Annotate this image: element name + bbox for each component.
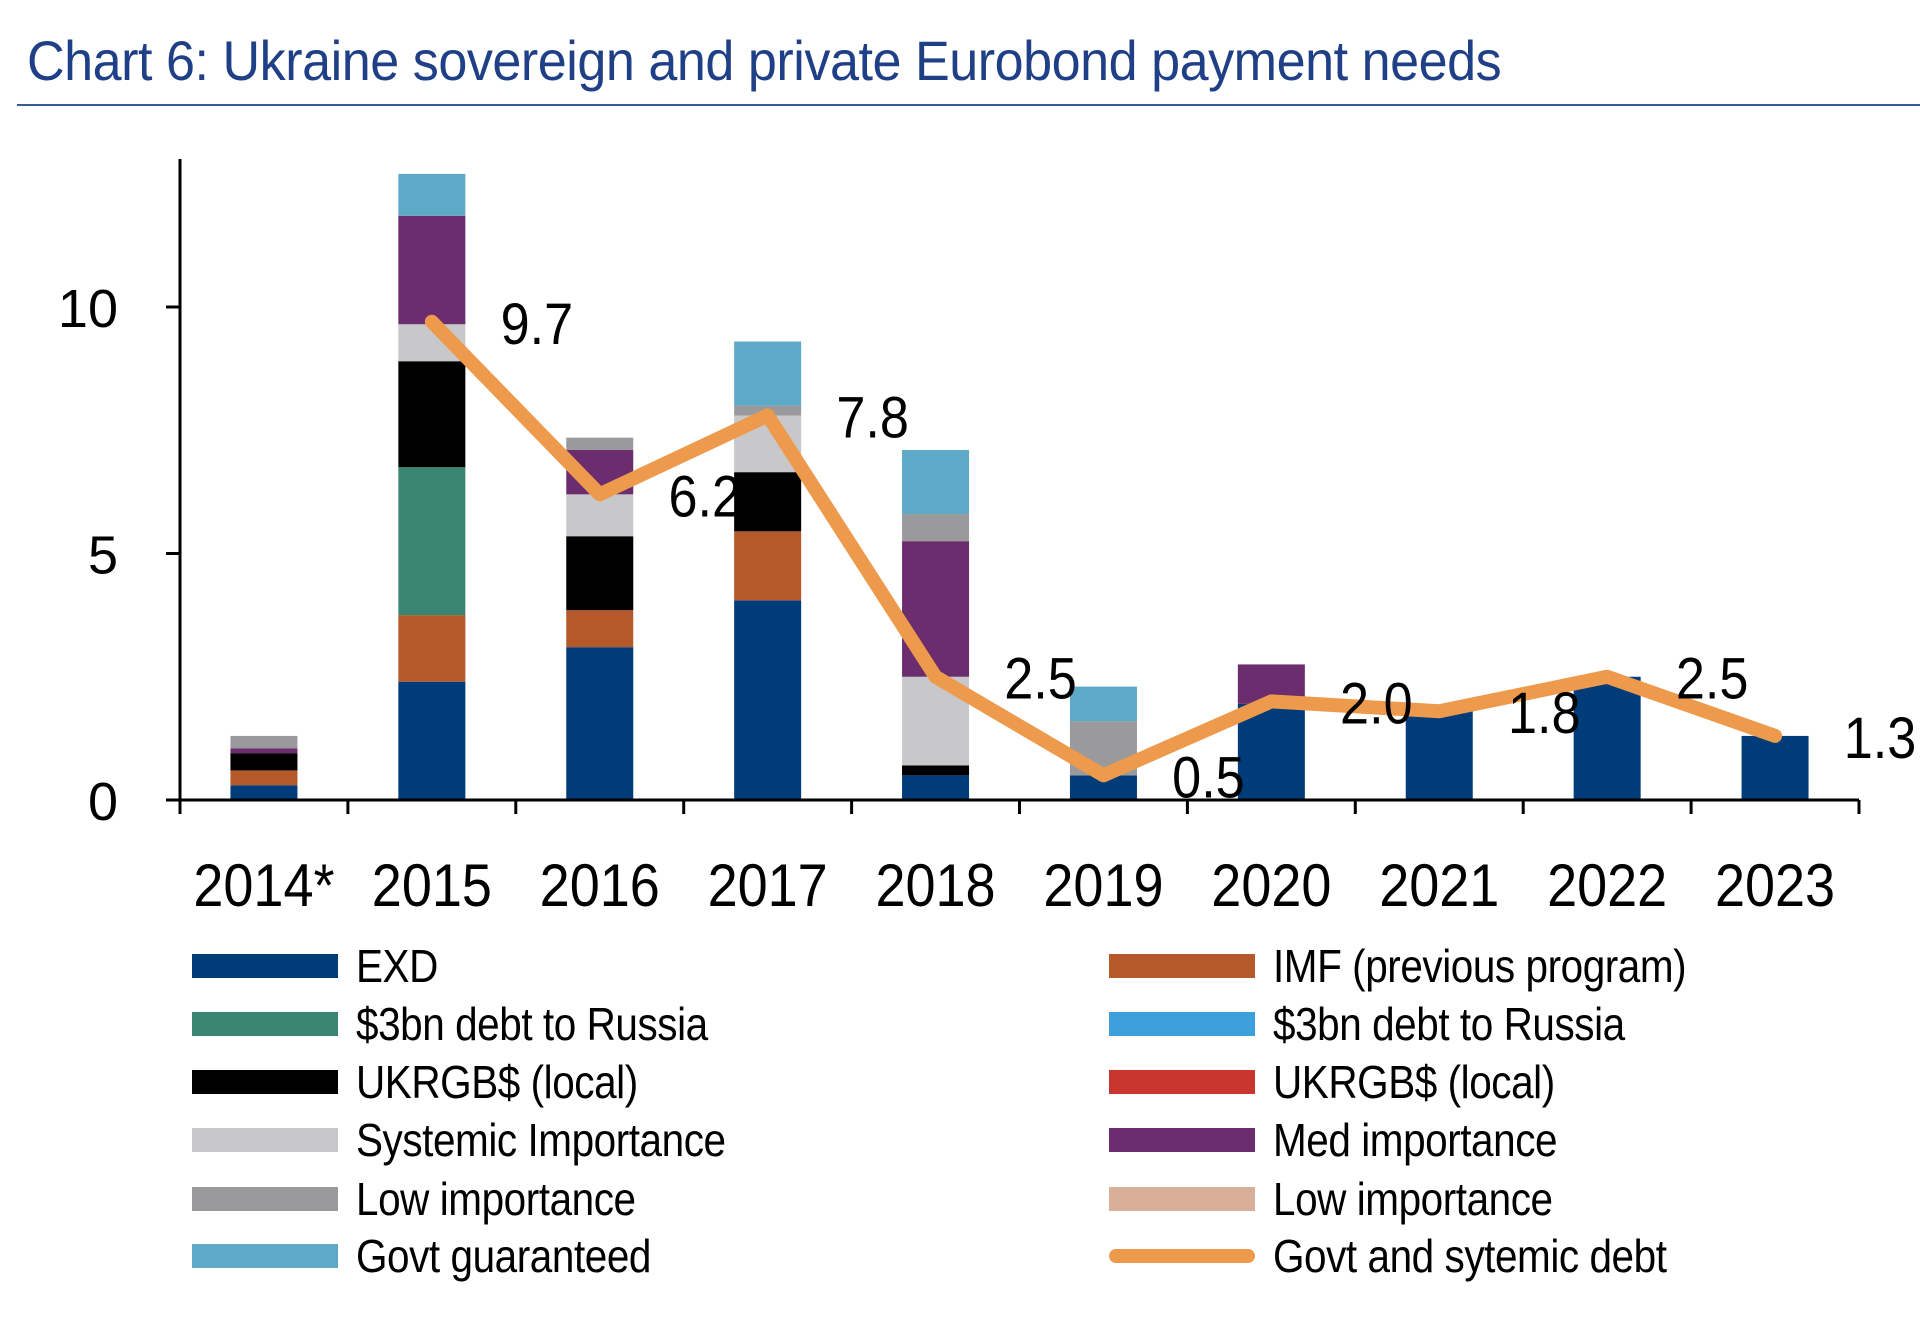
x-tick-label: 2017 <box>708 852 828 919</box>
bar-segment-2023-0 <box>1741 735 1809 800</box>
bar-segment-2016-3 <box>566 536 634 611</box>
bar-segment-2018-6 <box>902 514 970 542</box>
bar-segment-2014-1 <box>230 770 298 786</box>
legend-swatch <box>1109 1249 1255 1263</box>
x-tick-label: 2015 <box>372 852 492 919</box>
legend-swatch <box>192 1128 338 1152</box>
bar-segment-2015-1 <box>398 615 466 682</box>
bar-segment-2019-7 <box>1069 686 1137 722</box>
legend-swatch <box>192 1012 338 1036</box>
bar-segment-2014-6 <box>230 735 298 749</box>
legend-item: $3bn debt to Russia <box>1109 995 1673 1053</box>
chart-title: Chart 6: Ukraine sovereign and private E… <box>27 29 1502 92</box>
legend-swatch <box>192 1187 338 1211</box>
legend-item: EXD <box>192 937 449 995</box>
legend-label: $3bn debt to Russia <box>356 998 708 1050</box>
legend-swatch <box>1109 1012 1255 1036</box>
legend-label: Govt and sytemic debt <box>1273 1230 1667 1282</box>
legend-item: Systemic Importance <box>192 1111 776 1169</box>
legend-item: IMF (previous program) <box>1109 937 1743 995</box>
bar-segment-2016-0 <box>566 647 634 800</box>
bar-segment-2015-0 <box>398 681 466 800</box>
line-point-2019 <box>1102 774 1105 777</box>
legend-swatch <box>192 954 338 978</box>
bar-segment-2020-0 <box>1237 703 1305 800</box>
data-label: 7.8 <box>836 385 909 450</box>
bar-segment-2014-0 <box>230 785 298 800</box>
legend-item: Govt and sytemic debt <box>1109 1227 1720 1285</box>
line-point-2016 <box>598 493 601 496</box>
data-label: 2.0 <box>1340 671 1413 736</box>
x-tick-label: 2021 <box>1379 852 1499 919</box>
legend-label: IMF (previous program) <box>1273 940 1687 992</box>
x-tick-label: 2023 <box>1715 852 1835 919</box>
x-tick-label: 2018 <box>875 852 995 919</box>
x-tick-label: 2019 <box>1043 852 1163 919</box>
bar-segment-2018-5 <box>902 541 970 677</box>
x-tick-label: 2014* <box>193 852 334 919</box>
legend-label: EXD <box>356 940 438 992</box>
legend-item: $3bn debt to Russia <box>192 995 756 1053</box>
line-point-2017 <box>766 414 769 417</box>
legend-label: Govt guaranteed <box>356 1230 651 1282</box>
bar-segment-2014-5 <box>230 748 298 754</box>
line-point-2020 <box>1270 700 1273 703</box>
data-label: 1.3 <box>1844 705 1917 770</box>
legend-item: UKRGB$ (local) <box>192 1053 676 1111</box>
line-point-2018 <box>934 675 937 678</box>
data-label: 6.2 <box>668 464 741 529</box>
legend-label: Systemic Importance <box>356 1114 726 1166</box>
x-tick-label: 2022 <box>1547 852 1667 919</box>
legend-label: UKRGB$ (local) <box>1273 1056 1555 1108</box>
data-label: 2.5 <box>1004 646 1077 711</box>
legend-item: Low importance <box>1109 1170 1591 1228</box>
data-label: 1.8 <box>1508 681 1581 746</box>
bar-segment-2015-7 <box>398 173 466 216</box>
bar-segment-2016-6 <box>566 437 634 450</box>
data-label: 9.7 <box>501 291 574 356</box>
legend-label: UKRGB$ (local) <box>356 1056 638 1108</box>
legend-swatch <box>192 1244 338 1268</box>
bar-segment-2018-7 <box>902 449 970 515</box>
legend-label: Low importance <box>1273 1173 1553 1225</box>
legend-item: UKRGB$ (local) <box>1109 1053 1593 1111</box>
legend-swatch <box>1109 1187 1255 1211</box>
bar-segment-2015-2 <box>398 467 466 616</box>
data-label: 0.5 <box>1172 745 1245 810</box>
legend-label: $3bn debt to Russia <box>1273 998 1625 1050</box>
legend-label: Low importance <box>356 1173 636 1225</box>
bar-segment-2015-5 <box>398 215 466 325</box>
legend-item: Low importance <box>192 1170 674 1228</box>
legend-swatch <box>1109 1128 1255 1152</box>
y-tick-label: 10 <box>58 279 118 339</box>
bar-segment-2014-3 <box>230 753 298 771</box>
bar-segment-2018-0 <box>902 775 970 800</box>
bar-segment-2016-1 <box>566 610 634 648</box>
legend-swatch <box>1109 954 1255 978</box>
title-divider <box>17 104 1920 106</box>
y-tick-label: 0 <box>88 772 118 832</box>
bar-segment-2017-3 <box>734 472 802 532</box>
bar-segment-2021-0 <box>1405 711 1473 800</box>
chart-plot: 0 5 10 2014* 2015 2016 2017 2018 2019 2020 2021 202… <box>58 159 1917 920</box>
line-point-2021 <box>1438 710 1441 713</box>
line-point-2023 <box>1774 734 1777 737</box>
legend-swatch <box>192 1070 338 1094</box>
y-tick-label: 5 <box>88 526 118 586</box>
bar-segment-2017-0 <box>734 600 802 800</box>
legend-item: Govt guaranteed <box>192 1227 691 1285</box>
line-point-2015 <box>430 320 433 323</box>
bar-segment-2017-7 <box>734 341 802 406</box>
line-point-2022 <box>1606 675 1609 678</box>
bar-segment-2015-3 <box>398 361 466 468</box>
data-label: 2.5 <box>1676 646 1749 711</box>
legend-swatch <box>1109 1070 1255 1094</box>
bar-segment-2017-1 <box>734 531 802 601</box>
bar-segment-2022-0 <box>1573 676 1641 800</box>
bar-segment-2018-3 <box>902 765 970 776</box>
legend-item: Med importance <box>1109 1111 1596 1169</box>
x-tick-label: 2020 <box>1211 852 1331 919</box>
legend-label: Med importance <box>1273 1114 1558 1166</box>
x-tick-label: 2016 <box>540 852 660 919</box>
